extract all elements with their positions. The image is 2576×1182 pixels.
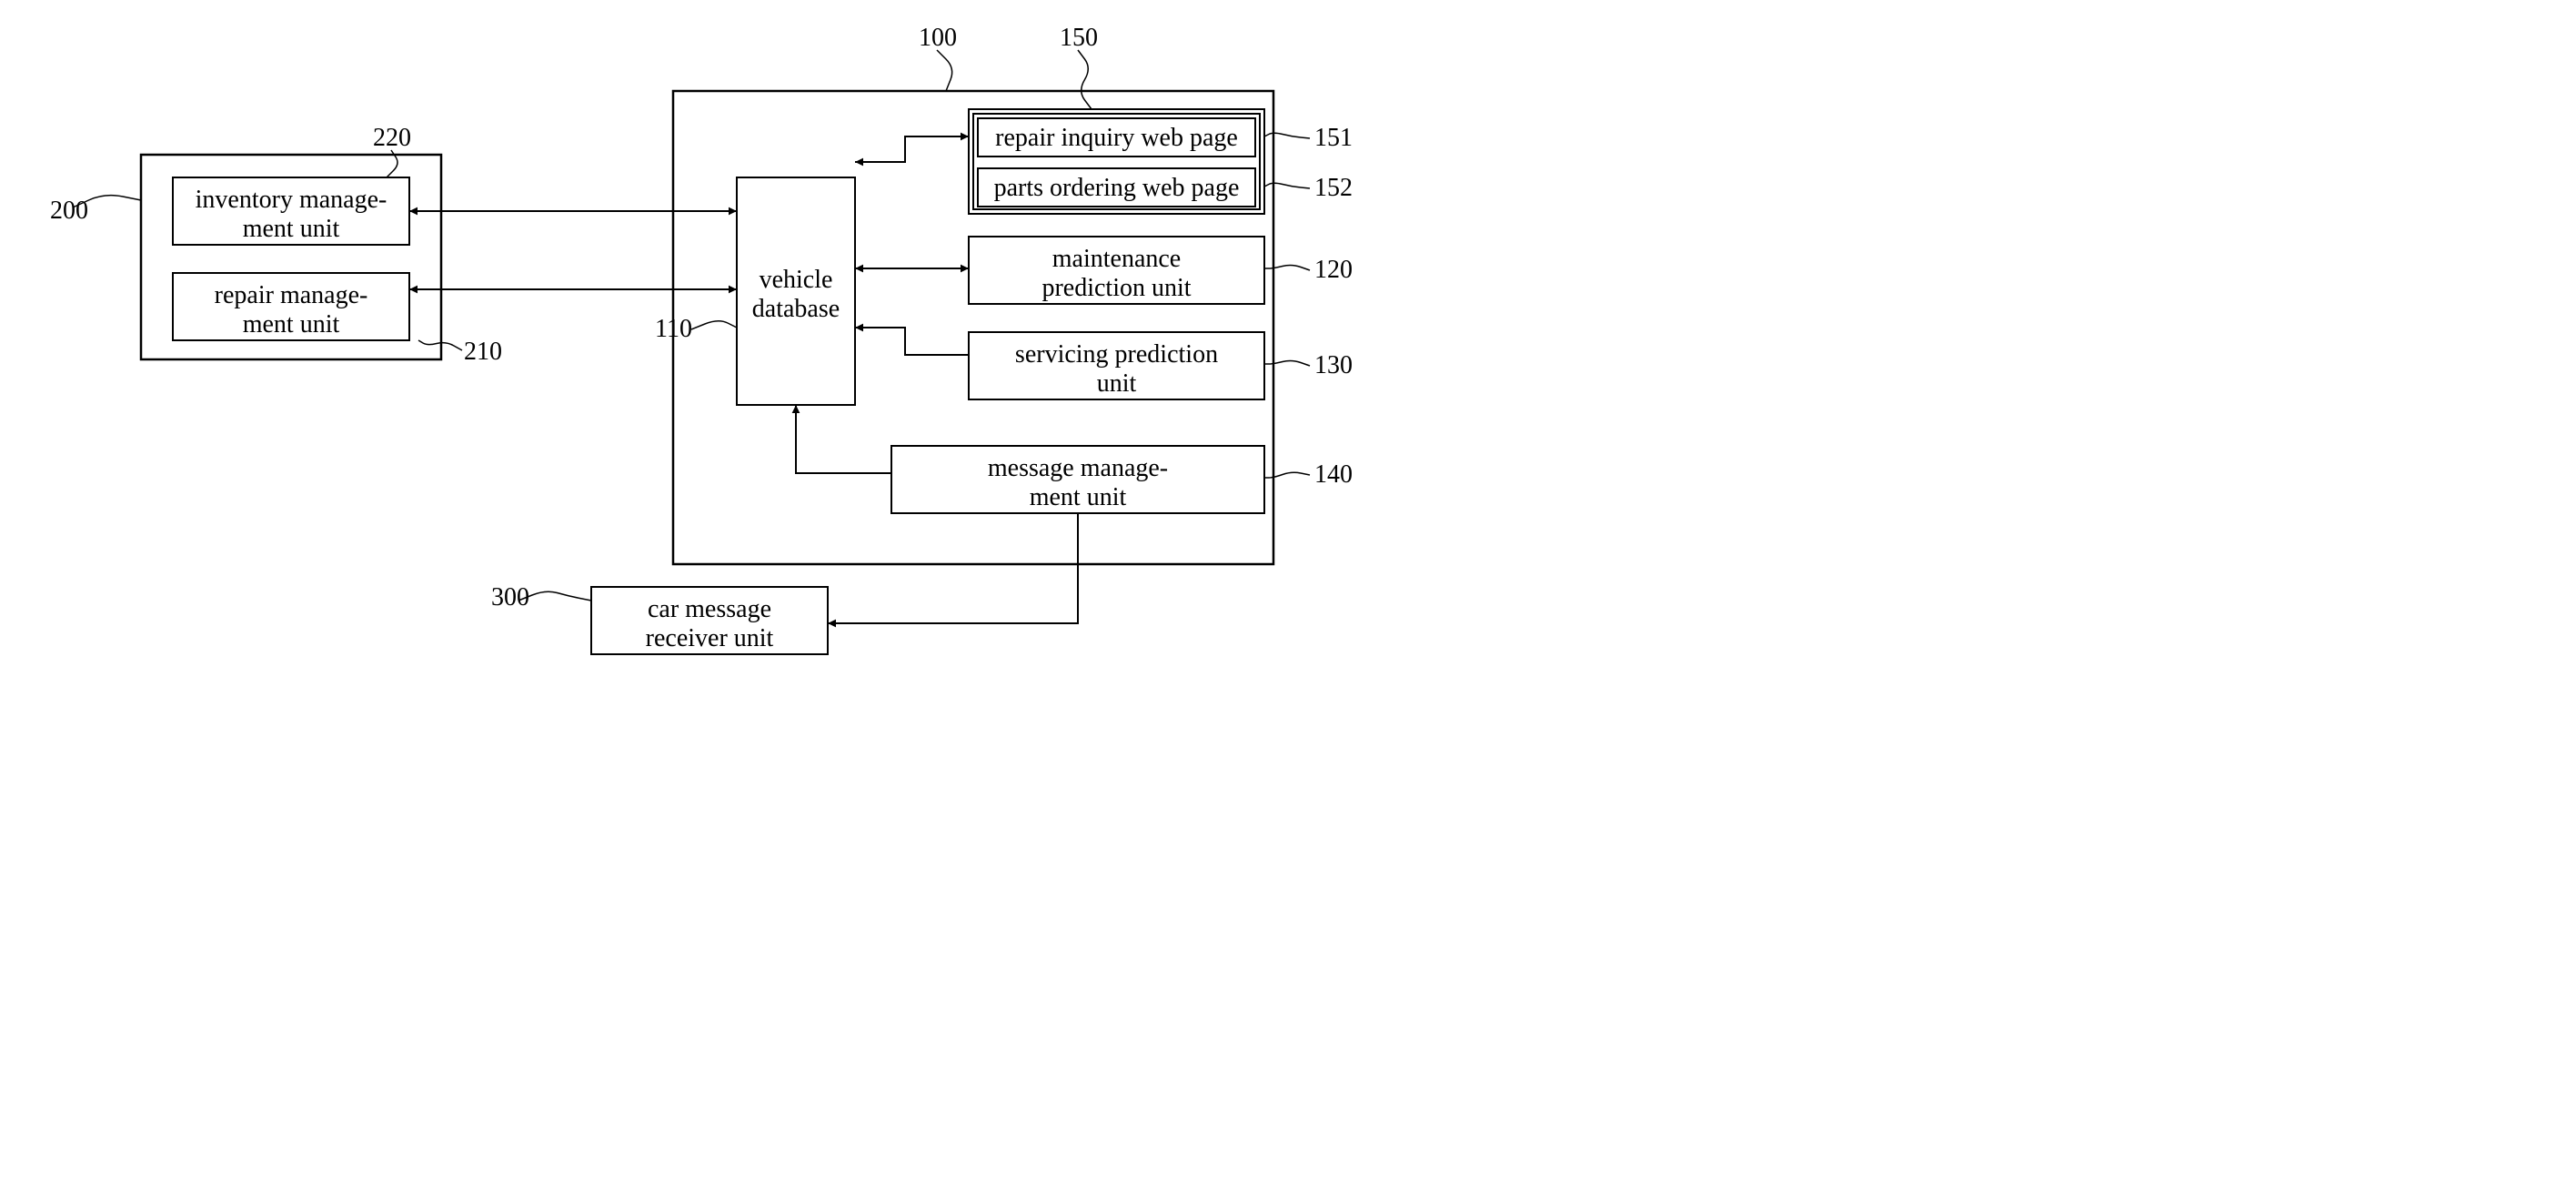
- ref-140: 140: [1314, 460, 1353, 489]
- label-maintenance-2: prediction unit: [1041, 274, 1191, 302]
- ref-130: 130: [1314, 351, 1353, 379]
- ref-151: 151: [1314, 124, 1353, 152]
- label-inventory-2: ment unit: [243, 215, 340, 243]
- label-car_receiver-2: receiver unit: [646, 624, 774, 652]
- ref-150: 150: [1060, 24, 1098, 52]
- label-vehicle_db-2: database: [752, 295, 840, 323]
- label-servicing-2: unit: [1097, 369, 1137, 398]
- label-repair_inquiry: repair inquiry web page: [995, 124, 1238, 152]
- label-car_receiver-1: car message: [648, 595, 771, 623]
- label-inventory-1: inventory manage-: [196, 186, 387, 214]
- label-parts_ordering: parts ordering web page: [994, 174, 1240, 202]
- ref-100: 100: [919, 24, 957, 52]
- ref-210: 210: [464, 338, 502, 366]
- label-message_mgmt-2: ment unit: [1030, 483, 1127, 511]
- ref-110: 110: [655, 315, 692, 343]
- label-maintenance-1: maintenance: [1052, 245, 1181, 273]
- ref-300: 300: [491, 583, 529, 611]
- ref-120: 120: [1314, 256, 1353, 284]
- label-repair_mgmt-2: ment unit: [243, 310, 340, 338]
- label-vehicle_db-1: vehicle: [760, 266, 833, 294]
- label-message_mgmt-1: message manage-: [988, 454, 1168, 482]
- ref-220: 220: [373, 124, 411, 152]
- label-servicing-1: servicing prediction: [1015, 340, 1218, 369]
- ref-200: 200: [50, 197, 88, 225]
- ref-152: 152: [1314, 174, 1353, 202]
- label-repair_mgmt-1: repair manage-: [215, 281, 368, 309]
